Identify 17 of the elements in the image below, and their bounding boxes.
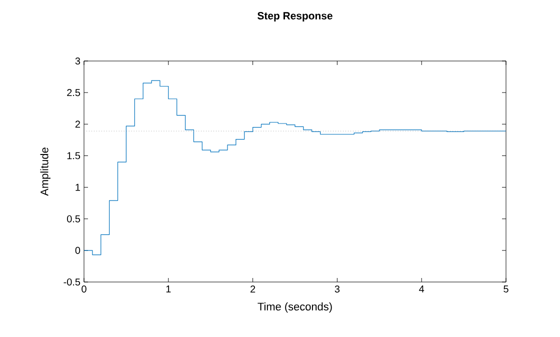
y-tick-label: -0.5 — [64, 278, 80, 286]
x-tick-label: 1 — [166, 286, 171, 292]
y-tick-label: 1 — [76, 184, 80, 191]
y-axis-title: Amplitude — [40, 148, 50, 196]
x-tick-label: 3 — [334, 286, 340, 293]
chart-title: Step Response — [258, 12, 332, 22]
y-tick-label: 0 — [75, 246, 80, 254]
x-tick-label: 2 — [250, 286, 256, 292]
y-tick-label: 2.5 — [67, 89, 80, 96]
y-tick-label: 0.5 — [67, 215, 80, 222]
x-tick-label: 4 — [419, 286, 424, 292]
x-tick-label: 5 — [504, 286, 508, 292]
y-tick-label: 3 — [75, 57, 80, 65]
y-tick-label: 1.5 — [67, 152, 80, 160]
x-axis-title: Time (seconds) — [258, 302, 332, 313]
y-tick-label: 2 — [75, 120, 80, 128]
x-tick-label: 0 — [82, 286, 86, 293]
